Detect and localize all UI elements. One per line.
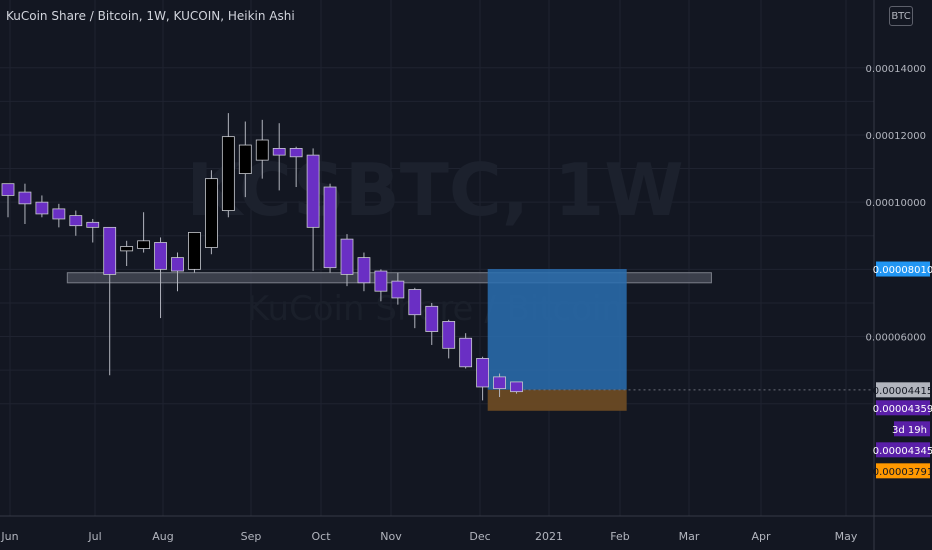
candle-body [408,289,422,316]
countdown-label: 3d 19h [892,425,927,436]
x-tick-label: Feb [610,530,629,543]
candle-body [340,238,354,275]
long-position-profit-zone[interactable] [487,269,627,390]
price-tag-label: 0.00004345 [873,446,932,457]
price-tag-label: 0.00003791 [873,467,932,478]
candle-body [86,221,100,228]
countdown-tag [894,421,930,437]
price-tag-label: 0.00008010 [873,265,932,276]
candle-body [255,139,269,161]
candle-body [238,144,252,174]
x-tick-label: May [835,530,858,543]
x-tick-label: Nov [380,530,402,543]
candle-body [510,381,523,393]
candle-body [442,321,456,349]
candle-body [357,257,371,284]
price-tag [876,261,930,277]
candle-body [374,270,388,292]
candle-body [391,280,405,299]
price-tag [876,463,930,479]
candle-body [306,154,320,228]
candle-body [425,305,439,332]
price-tag-label: 0.00004359 [873,404,932,415]
candle-body [493,376,506,390]
candle-body [204,178,218,248]
candle-body [120,246,134,252]
candle-body [188,231,201,270]
x-tick-label: Aug [152,530,173,543]
long-position-stop-zone[interactable] [487,389,627,411]
candle-body [221,136,235,211]
candle-body [272,147,286,156]
candle-body [323,186,337,269]
price-tag [876,382,930,398]
chart-title: KuCoin Share / Bitcoin, 1W, KUCOIN, Heik… [6,9,295,23]
y-tick-label: 0.00014000 [866,64,926,75]
candle-body [137,240,151,249]
candle-body [171,257,184,272]
candle-body [18,191,32,205]
watermark-symbol: KCSBTC, 1W [186,148,683,232]
price-tag [876,442,930,458]
support-zone-rectangle[interactable] [66,272,712,284]
candle-body [103,226,117,275]
price-tag-label: 0.00004415 [873,386,932,397]
x-tick-label: Sep [241,530,262,543]
candle-body [52,208,66,220]
y-tick-label: 0.00010000 [866,198,926,209]
candle-body [476,357,490,388]
x-tick-label: Jul [87,530,101,543]
y-tick-label: 0.00012000 [866,131,926,142]
x-tick-label: Dec [469,530,490,543]
candle-body [459,337,473,368]
x-tick-label: Jun [0,530,18,543]
x-tick-label: Mar [679,530,700,543]
price-tag [876,400,930,416]
x-tick-label: Apr [751,530,771,543]
x-tick-label: 2021 [535,530,563,543]
candle-body [35,201,49,215]
candle-body [69,215,83,227]
candle-body [154,242,167,270]
candle-body [1,183,15,196]
currency-button[interactable]: BTC [889,6,913,26]
candle-body [289,147,303,158]
x-tick-label: Oct [311,530,331,543]
y-tick-label: 0.00006000 [866,333,926,344]
